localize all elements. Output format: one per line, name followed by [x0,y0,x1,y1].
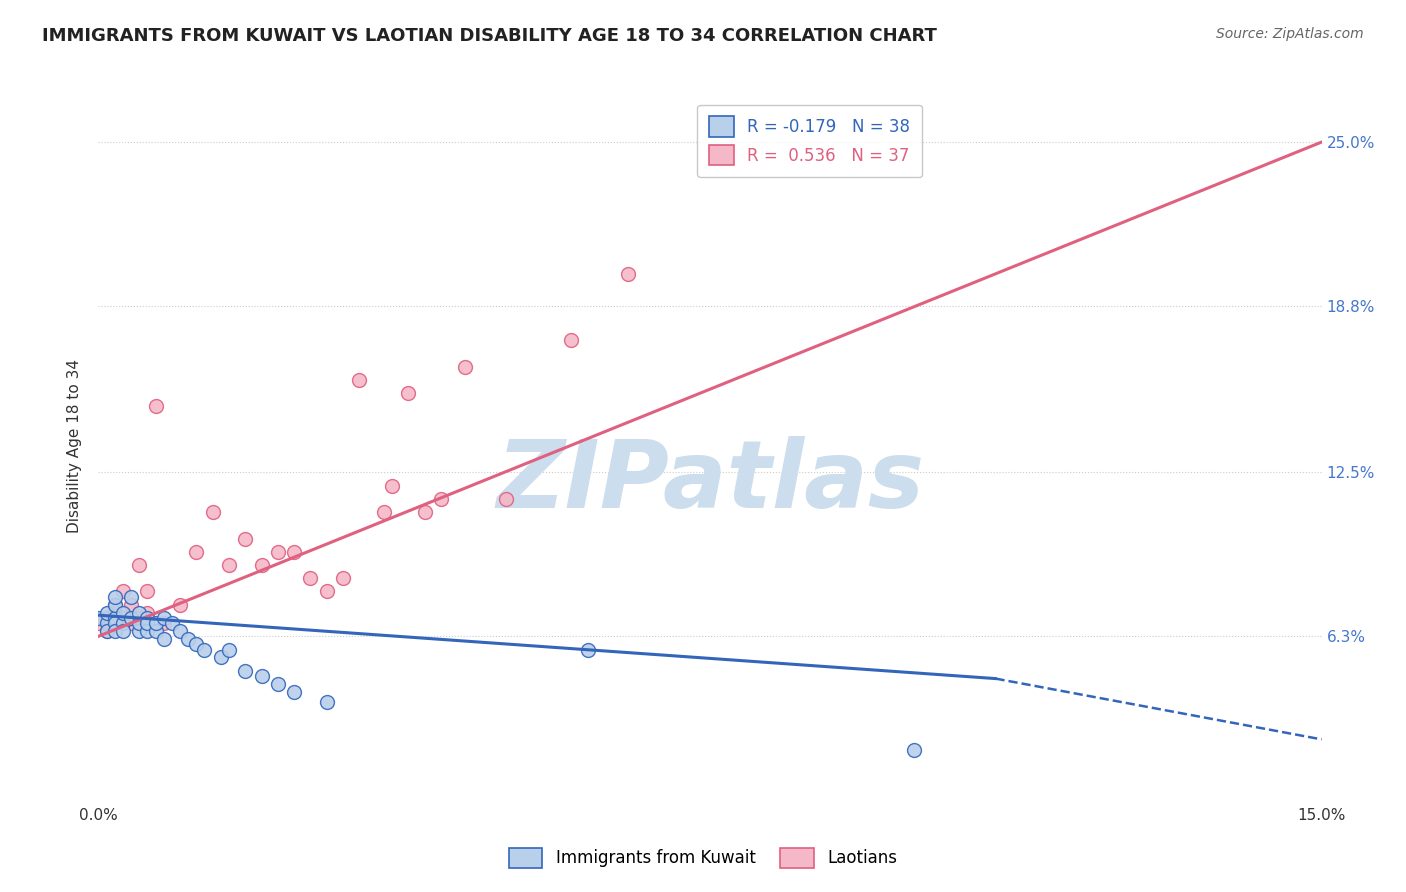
Point [128,611,150,625]
Point [160,616,183,631]
Point [560,333,582,347]
Point [169,624,191,638]
Point [209,650,232,665]
Point [120,590,142,604]
Point [136,606,159,620]
Point [96,624,118,638]
Point [201,505,224,519]
Point [233,664,256,678]
Point [145,624,167,638]
Point [128,624,150,638]
Point [136,616,159,631]
Point [233,532,256,546]
Point [104,616,127,631]
Text: ZIPatlas: ZIPatlas [496,435,924,528]
Point [413,505,436,519]
Point [104,611,127,625]
Point [218,642,240,657]
Point [250,558,273,572]
Legend: Immigrants from Kuwait, Laotians: Immigrants from Kuwait, Laotians [502,841,904,875]
Point [903,743,925,757]
Point [299,571,322,585]
Point [186,545,208,559]
Point [96,616,118,631]
Point [104,598,127,612]
Point [104,598,127,612]
Point [96,611,118,625]
Point [145,616,167,631]
Point [283,545,305,559]
Point [454,359,477,374]
Point [315,584,337,599]
Point [218,558,240,572]
Point [111,624,134,638]
Point [128,558,150,572]
Point [152,632,174,646]
Point [186,637,208,651]
Point [169,598,191,612]
Point [152,611,174,625]
Point [617,267,640,281]
Point [111,584,134,599]
Point [315,695,337,709]
Point [136,584,159,599]
Point [96,624,118,638]
Point [104,624,127,638]
Point [128,616,150,631]
Point [111,611,134,625]
Point [111,606,134,620]
Point [332,571,354,585]
Point [495,491,517,506]
Point [87,616,110,631]
Point [267,545,290,559]
Point [430,491,453,506]
Point [120,611,142,625]
Point [381,478,404,492]
Point [267,677,290,691]
Point [111,616,134,631]
Point [104,606,127,620]
Point [349,373,371,387]
Point [104,590,127,604]
Point [145,400,167,414]
Point [576,642,599,657]
Point [104,616,127,631]
Legend: R = -0.179   N = 38, R =  0.536   N = 37: R = -0.179 N = 38, R = 0.536 N = 37 [697,104,922,177]
Point [128,606,150,620]
Text: Source: ZipAtlas.com: Source: ZipAtlas.com [1216,27,1364,41]
Point [283,685,305,699]
Point [96,606,118,620]
Point [120,598,142,612]
Point [193,642,215,657]
Point [87,611,110,625]
Text: IMMIGRANTS FROM KUWAIT VS LAOTIAN DISABILITY AGE 18 TO 34 CORRELATION CHART: IMMIGRANTS FROM KUWAIT VS LAOTIAN DISABI… [42,27,936,45]
Point [396,386,419,401]
Point [136,624,159,638]
Point [373,505,395,519]
Y-axis label: Disability Age 18 to 34: Disability Age 18 to 34 [67,359,83,533]
Point [250,669,273,683]
Point [177,632,200,646]
Point [152,616,174,631]
Point [120,616,142,631]
Point [136,611,159,625]
